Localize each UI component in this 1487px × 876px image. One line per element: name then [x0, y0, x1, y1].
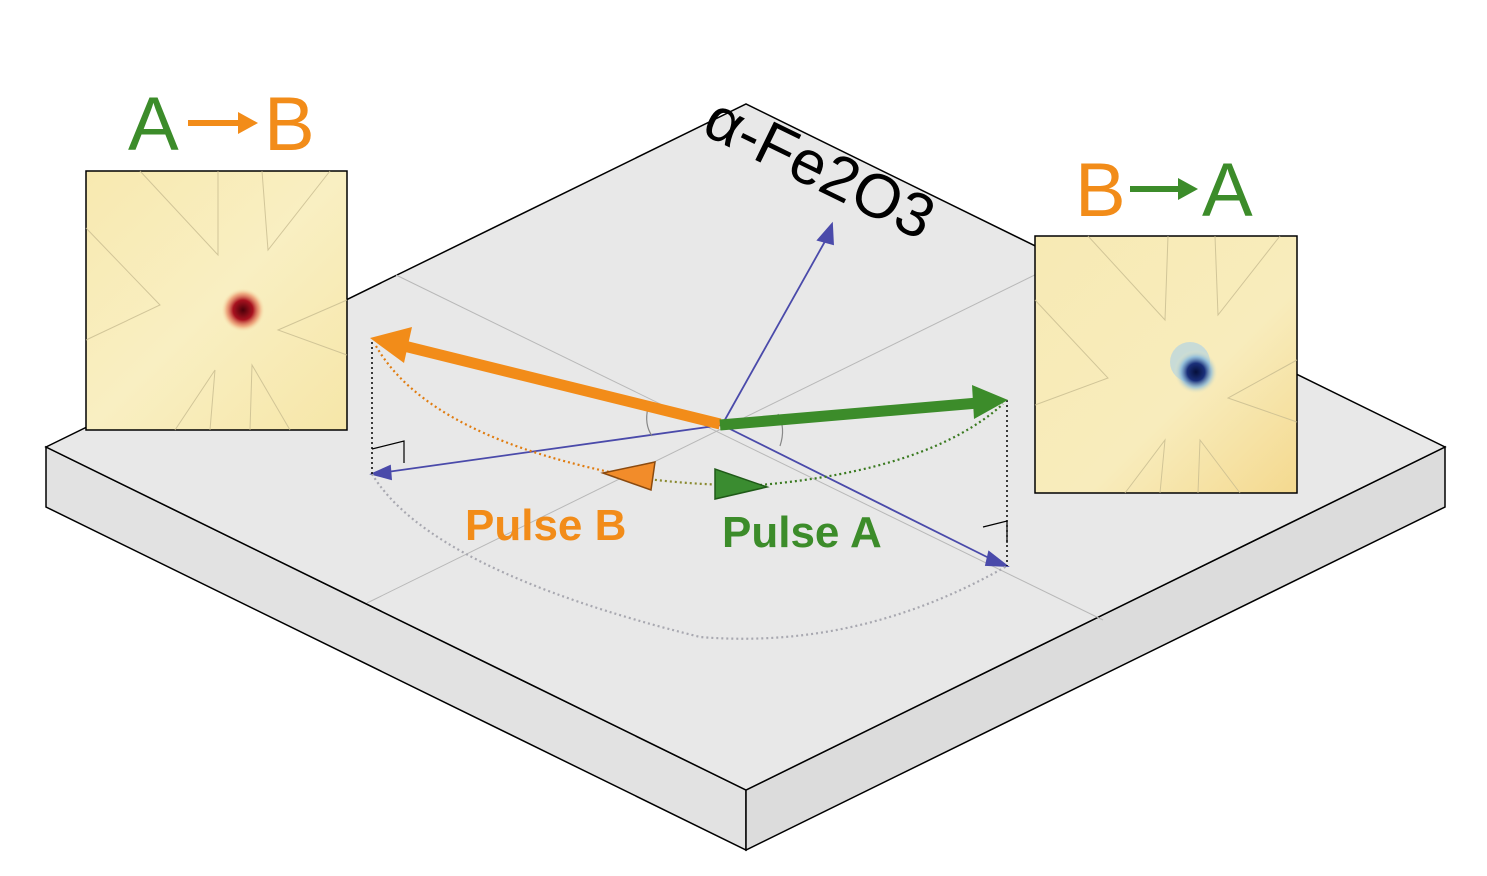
- inset-a-to-b-image: [85, 170, 348, 431]
- top-grid-lines: [366, 264, 1104, 621]
- inset-b-to-a-from: B: [1075, 148, 1126, 233]
- axis-up-arrowhead: [816, 221, 834, 246]
- axis-left-arrowhead: [369, 464, 392, 481]
- pulse-b-label: Pulse B: [465, 501, 626, 550]
- inset-a-to-b-arrow-icon: [188, 112, 258, 134]
- inset-b-to-a-arrow-icon: [1130, 178, 1198, 200]
- right-angle-markers: [371, 440, 1008, 543]
- crystal-axes: [369, 221, 1010, 568]
- pulse-b-path: [375, 345, 641, 480]
- inset-b-to-a-pattern: [1034, 235, 1298, 494]
- projection-arc: [371, 473, 1008, 640]
- inset-a-to-b-spot: [221, 288, 265, 332]
- inset-b-to-a-to: A: [1202, 148, 1253, 233]
- state-b-vector: [370, 327, 722, 430]
- pulse-b-triangle-icon: [600, 461, 656, 492]
- inset-b-to-a-image: [1034, 235, 1298, 494]
- inset-a-to-b-pattern: [85, 170, 348, 431]
- pulse-a-path: [759, 403, 1004, 487]
- inset-a-to-b-to: B: [264, 82, 315, 167]
- inset-b-to-a: B A: [1034, 148, 1298, 494]
- inset-b-to-a-spot: [1174, 350, 1218, 394]
- inset-a-to-b-from: A: [128, 82, 179, 167]
- state-a-vector: [719, 385, 1008, 431]
- projection-verticals: [371, 342, 1008, 566]
- pulse-a-triangle-icon: [714, 467, 770, 500]
- pulse-path-middle: [639, 476, 761, 487]
- inset-a-to-b: A B: [85, 82, 348, 431]
- pulse-a-label: Pulse A: [722, 508, 882, 557]
- axis-right-arrowhead: [984, 550, 1010, 568]
